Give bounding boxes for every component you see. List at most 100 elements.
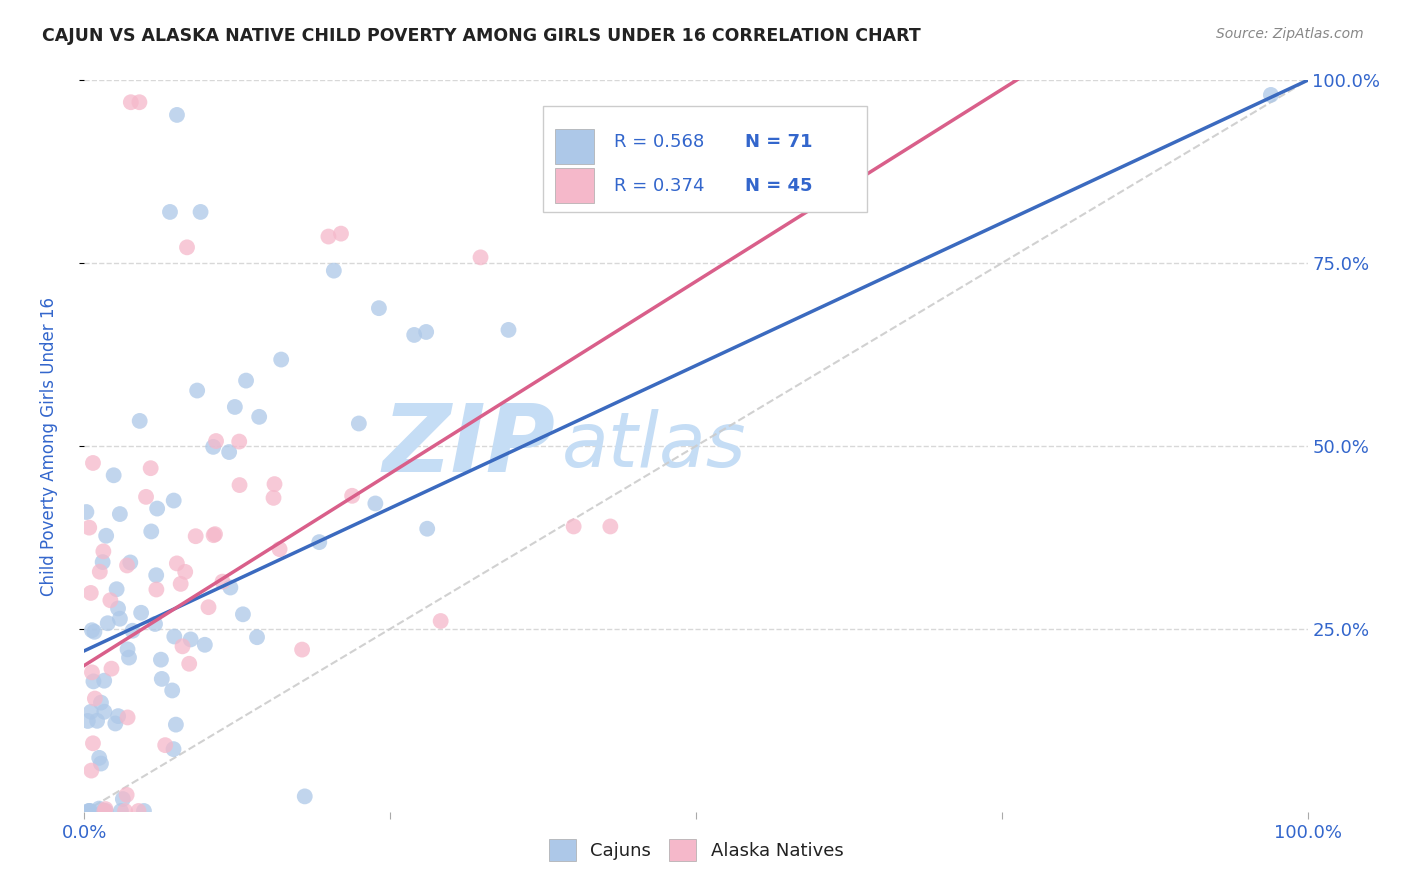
Text: R = 0.568: R = 0.568 bbox=[614, 134, 704, 152]
Point bbox=[204, 527, 226, 541]
Point bbox=[340, 489, 363, 503]
Point bbox=[470, 251, 492, 265]
Point bbox=[111, 792, 134, 806]
Point bbox=[291, 642, 314, 657]
Point bbox=[1260, 87, 1282, 102]
Point bbox=[205, 434, 228, 448]
Point bbox=[186, 384, 208, 398]
Point bbox=[120, 95, 142, 110]
Point bbox=[128, 95, 150, 110]
Point bbox=[162, 742, 184, 756]
Point bbox=[224, 400, 246, 414]
Point bbox=[159, 205, 181, 219]
Point bbox=[98, 593, 121, 607]
Point bbox=[166, 108, 188, 122]
Point bbox=[174, 565, 197, 579]
Point bbox=[117, 710, 139, 724]
Point bbox=[108, 507, 131, 521]
Point bbox=[76, 714, 98, 728]
Point bbox=[80, 586, 103, 600]
Point bbox=[146, 501, 169, 516]
Text: R = 0.374: R = 0.374 bbox=[614, 178, 704, 195]
Point bbox=[170, 577, 193, 591]
Point bbox=[270, 352, 292, 367]
Point bbox=[89, 565, 111, 579]
Point bbox=[117, 642, 139, 657]
Point bbox=[498, 323, 520, 337]
Text: ZIP: ZIP bbox=[382, 400, 555, 492]
Point bbox=[322, 263, 344, 277]
Point bbox=[75, 505, 97, 519]
Point bbox=[228, 478, 250, 492]
Point bbox=[80, 624, 103, 638]
Point bbox=[294, 789, 316, 804]
Point bbox=[150, 672, 173, 686]
Point bbox=[114, 804, 136, 818]
Point bbox=[330, 227, 353, 241]
Point bbox=[108, 612, 131, 626]
Text: N = 71: N = 71 bbox=[745, 134, 813, 152]
Point bbox=[153, 738, 176, 752]
Point bbox=[228, 434, 250, 449]
Point bbox=[77, 804, 100, 818]
Point bbox=[135, 490, 157, 504]
Point bbox=[246, 630, 269, 644]
Point bbox=[202, 528, 225, 542]
Point bbox=[263, 491, 285, 505]
Point bbox=[562, 519, 585, 533]
Point bbox=[105, 582, 128, 597]
Point bbox=[110, 804, 132, 818]
Point bbox=[218, 445, 240, 459]
Point bbox=[103, 468, 125, 483]
Point bbox=[90, 696, 112, 710]
Point bbox=[77, 804, 100, 818]
Point bbox=[120, 556, 142, 570]
Point bbox=[93, 804, 115, 818]
Point bbox=[97, 616, 120, 631]
Point bbox=[141, 524, 163, 539]
Point bbox=[107, 709, 129, 723]
Point bbox=[347, 417, 370, 431]
Point bbox=[129, 606, 152, 620]
Point bbox=[132, 804, 155, 818]
Point bbox=[263, 477, 285, 491]
Point bbox=[80, 705, 103, 719]
Point bbox=[90, 756, 112, 771]
Point bbox=[93, 544, 115, 558]
Point bbox=[87, 801, 110, 815]
Point bbox=[80, 764, 103, 778]
Point bbox=[197, 600, 219, 615]
Point bbox=[80, 665, 103, 680]
Point bbox=[160, 683, 183, 698]
Point bbox=[93, 673, 115, 688]
Point bbox=[163, 630, 186, 644]
Point bbox=[143, 617, 166, 632]
Point bbox=[194, 638, 217, 652]
Point bbox=[139, 461, 162, 475]
Point bbox=[172, 640, 194, 654]
Point bbox=[104, 716, 127, 731]
Bar bbox=[555, 128, 595, 163]
FancyBboxPatch shape bbox=[543, 106, 868, 212]
Point bbox=[83, 624, 105, 639]
Text: N = 45: N = 45 bbox=[745, 178, 813, 195]
Point bbox=[82, 736, 104, 750]
Point bbox=[83, 691, 105, 706]
Bar bbox=[555, 168, 595, 203]
Point bbox=[232, 607, 254, 622]
Point bbox=[100, 662, 122, 676]
Point bbox=[91, 555, 114, 569]
Text: Source: ZipAtlas.com: Source: ZipAtlas.com bbox=[1216, 27, 1364, 41]
Point bbox=[247, 409, 270, 424]
Point bbox=[165, 717, 187, 731]
Point bbox=[93, 705, 115, 719]
Point bbox=[149, 653, 172, 667]
Point bbox=[180, 632, 202, 647]
Point bbox=[128, 804, 150, 818]
Point bbox=[82, 674, 104, 689]
Point bbox=[94, 804, 117, 818]
Text: CAJUN VS ALASKA NATIVE CHILD POVERTY AMONG GIRLS UNDER 16 CORRELATION CHART: CAJUN VS ALASKA NATIVE CHILD POVERTY AMO… bbox=[42, 27, 921, 45]
Point bbox=[96, 529, 118, 543]
Point bbox=[79, 804, 101, 818]
Point bbox=[219, 581, 242, 595]
